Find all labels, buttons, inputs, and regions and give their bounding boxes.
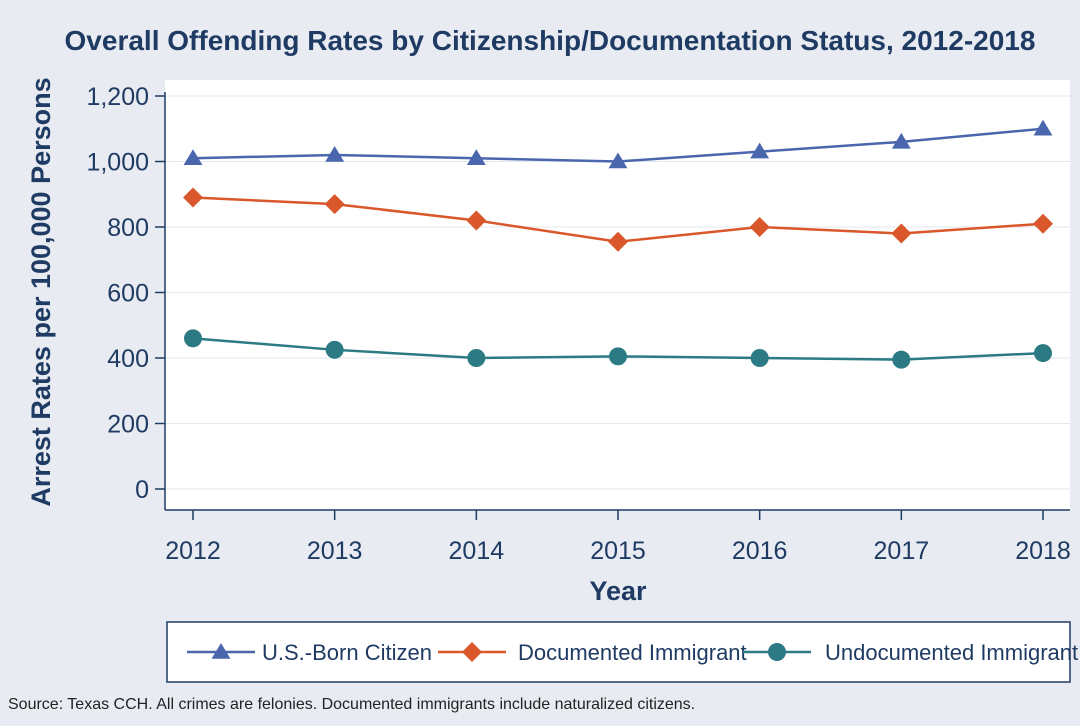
data-point	[183, 149, 203, 165]
y-axis-title: Arrest Rates per 100,000 Persons	[26, 77, 56, 506]
data-point	[1033, 119, 1053, 136]
legend-label: Documented Immigrant	[518, 640, 747, 665]
series-undocumented-immigrant	[184, 329, 1052, 369]
source-note: Source: Texas CCH. All crimes are feloni…	[8, 696, 695, 713]
data-point	[466, 149, 486, 165]
data-point	[1033, 213, 1053, 234]
data-point	[609, 347, 627, 366]
data-point	[183, 187, 203, 208]
data-point	[749, 217, 770, 237]
data-point	[325, 340, 344, 359]
y-tick-label: 200	[107, 411, 149, 439]
data-point	[750, 349, 769, 367]
x-tick-label: 2018	[1015, 537, 1071, 565]
y-tick-label: 400	[107, 345, 149, 373]
x-tick-label: 2016	[732, 537, 788, 565]
x-tick-label: 2013	[307, 537, 363, 565]
data-point	[325, 145, 345, 162]
legend-label: U.S.-Born Citizen	[262, 640, 432, 665]
y-tick-label: 0	[135, 476, 149, 504]
x-axis-title: Year	[589, 576, 647, 606]
data-point	[324, 194, 345, 215]
data-point	[891, 223, 912, 244]
legend-marker	[211, 643, 231, 659]
data-point	[750, 142, 770, 159]
x-tick-label: 2012	[165, 537, 221, 565]
chart-title: Overall Offending Rates by Citizenship/D…	[65, 25, 1036, 56]
legend-label: Undocumented Immigrant	[825, 640, 1078, 665]
y-tick-label: 1,200	[86, 83, 149, 111]
axes: 0 200 400 600 800 1,000 1,200 2012 2013 2014 2015 2…	[86, 83, 1070, 565]
x-tick-label: 2017	[874, 537, 930, 565]
data-point	[467, 349, 486, 367]
data-point	[608, 152, 628, 169]
data-point	[891, 132, 911, 149]
legend-marker	[768, 643, 786, 661]
x-tick-label: 2014	[449, 537, 505, 565]
legend-marker	[462, 642, 482, 662]
data-point	[608, 231, 628, 252]
data-point	[184, 329, 202, 348]
y-tick-label: 600	[107, 280, 149, 308]
data-point	[466, 210, 487, 231]
y-tick-label: 800	[107, 214, 149, 242]
series-documented-immigrant	[183, 187, 1053, 252]
data-point	[892, 350, 911, 369]
plot-area	[165, 80, 1070, 510]
data-point	[1034, 344, 1052, 363]
x-tick-label: 2015	[590, 537, 646, 565]
legend-item: U.S.-Born Citizen	[187, 640, 432, 665]
legend: U.S.-Born Citizen Documented Immigrant Und…	[166, 621, 1078, 683]
data-series	[183, 119, 1053, 369]
legend-item: Documented Immigrant	[438, 640, 747, 665]
series-u-s-born-citizen	[183, 119, 1053, 169]
legend-item: Undocumented Immigrant	[743, 640, 1078, 665]
legend-box	[166, 621, 1071, 683]
y-tick-label: 1,000	[86, 149, 149, 177]
